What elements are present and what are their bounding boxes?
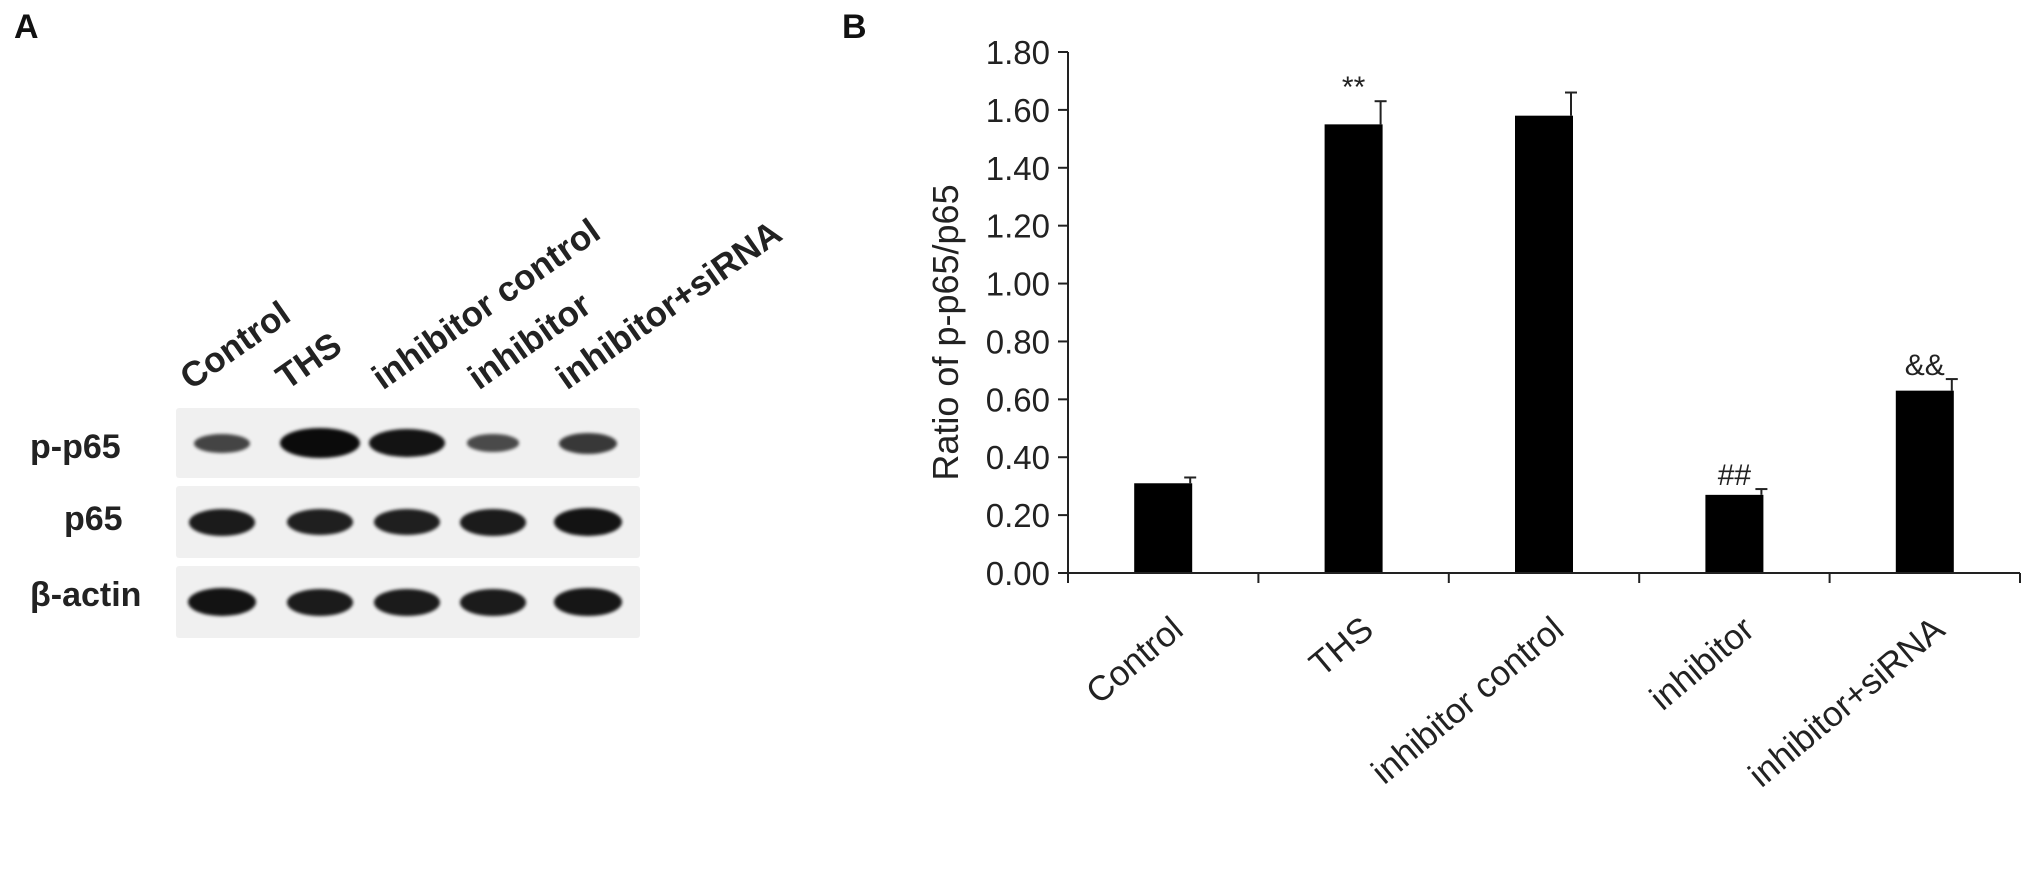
blot-row-label-beta-actin: β-actin	[30, 576, 142, 614]
blot-band	[188, 508, 256, 536]
blot-band	[373, 588, 441, 616]
blot-strip-p-p65	[176, 408, 640, 478]
panel-a-label: A	[14, 8, 39, 46]
bar	[1895, 390, 1954, 573]
bar	[1134, 483, 1193, 573]
blot-strip-p65	[176, 486, 640, 558]
blot-row-label-p-p65: p-p65	[30, 428, 121, 466]
y-tick-label: 0.00	[986, 555, 1050, 592]
blot-band	[459, 588, 527, 616]
blot-band	[467, 434, 519, 452]
x-tick-label: inhibitor+siRNA	[1741, 609, 1952, 795]
significance-annotation: ##	[1718, 459, 1752, 492]
blot-strip-beta-actin	[176, 566, 640, 638]
blot-row-label-p65: p65	[64, 500, 123, 538]
y-tick-label: 0.20	[986, 497, 1050, 534]
blot-band	[559, 432, 617, 454]
blot-band	[459, 508, 527, 536]
y-tick-label: 1.20	[986, 208, 1050, 245]
significance-annotation: &&	[1905, 349, 1945, 382]
y-tick-label: 1.00	[986, 266, 1050, 303]
bar	[1324, 124, 1383, 573]
x-tick-label: Control	[1079, 609, 1191, 711]
y-tick-label: 1.40	[986, 150, 1050, 187]
y-tick-label: 0.60	[986, 381, 1050, 418]
y-axis-ticks: 0.00 0.20 0.40 0.60 0.80 1.00 1.20 1.40 1.60 1.80	[986, 34, 1068, 592]
blot-band	[188, 588, 256, 616]
y-tick-label: 0.80	[986, 323, 1050, 360]
blot-band	[286, 509, 354, 535]
blot-band	[554, 508, 622, 536]
x-axis-ticks	[1067, 573, 2021, 583]
blot-band	[194, 433, 250, 453]
blot-band	[554, 588, 622, 616]
bar	[1705, 494, 1764, 573]
y-tick-label: 1.60	[986, 92, 1050, 129]
bar	[1515, 115, 1573, 573]
bars: ** ## &&	[1134, 71, 1958, 573]
western-blot-panel: Control THS inhibitor control inhibitor …	[0, 0, 789, 660]
significance-annotation: **	[1342, 71, 1366, 104]
blot-band	[280, 428, 360, 458]
blot-band	[369, 428, 445, 458]
x-tick-label: THS	[1302, 609, 1381, 684]
blot-band	[286, 588, 354, 616]
y-tick-label: 1.80	[986, 34, 1050, 71]
y-axis-label: Ratio of p-p65/p65	[925, 184, 966, 480]
y-tick-label: 0.40	[986, 439, 1050, 476]
panel-b-label: B	[842, 8, 867, 46]
x-tick-label: inhibitor control	[1364, 609, 1571, 791]
blot-band	[373, 509, 441, 535]
x-tick-label: inhibitor	[1643, 609, 1762, 718]
